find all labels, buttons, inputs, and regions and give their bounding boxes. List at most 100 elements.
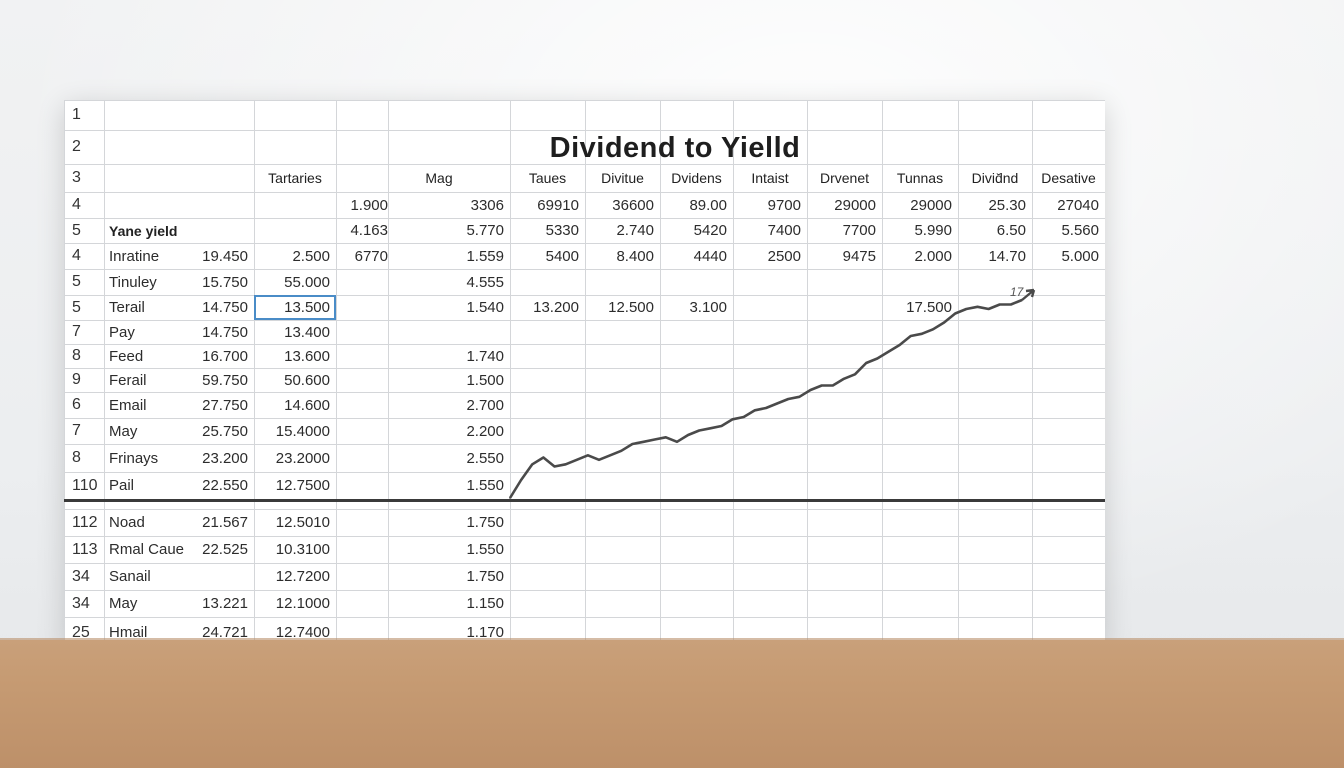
data-cell[interactable]: 4.163 [350, 222, 388, 239]
data-cell[interactable]: 1.500 [466, 371, 504, 389]
data-cell[interactable]: 27.750 [202, 396, 248, 414]
data-cell[interactable]: 2.500 [292, 247, 330, 265]
data-cell[interactable]: 3306 [470, 196, 504, 214]
data-cell[interactable]: 4440 [693, 247, 727, 265]
data-cell[interactable]: 5420 [693, 222, 727, 239]
data-cell[interactable]: 25.750 [202, 422, 248, 440]
data-cell[interactable]: 13.221 [202, 595, 248, 612]
data-cell[interactable]: 1.150 [466, 595, 504, 612]
row-label[interactable]: Terail [109, 299, 145, 316]
data-cell[interactable]: 5.990 [914, 222, 952, 239]
row-label[interactable]: Frinays [109, 449, 159, 467]
row-label[interactable]: Hmail [109, 624, 148, 641]
data-cell[interactable]: 4.555 [466, 273, 504, 291]
row-label[interactable]: Tinuley [109, 273, 157, 291]
data-cell[interactable]: 1.750 [466, 568, 504, 585]
column-header[interactable]: Divitue [601, 170, 644, 186]
data-cell[interactable]: 2.550 [466, 449, 504, 467]
column-header[interactable]: Taues [528, 170, 567, 186]
data-cell[interactable]: 19.450 [202, 247, 248, 265]
data-cell[interactable]: 2500 [767, 247, 801, 265]
data-cell[interactable]: 15.4000 [275, 422, 330, 440]
data-cell[interactable]: 14.750 [202, 323, 248, 341]
row-label[interactable]: Inratine [109, 247, 160, 265]
column-header[interactable]: Drvenet [819, 170, 870, 186]
column-header[interactable]: Tunnas [896, 170, 944, 186]
data-cell[interactable]: 14.70 [988, 247, 1026, 265]
data-cell[interactable]: 6770 [354, 247, 388, 265]
row-label[interactable]: Email [109, 396, 147, 414]
data-cell[interactable]: 14.750 [202, 299, 248, 316]
data-cell[interactable]: 9700 [767, 196, 801, 214]
data-cell[interactable]: 5330 [545, 222, 579, 239]
data-cell[interactable]: 29000 [910, 196, 952, 214]
data-cell[interactable]: 22.550 [202, 477, 248, 494]
row-label[interactable]: Feed [109, 347, 144, 365]
data-cell[interactable]: 8.400 [616, 247, 654, 265]
data-cell[interactable]: 55.000 [284, 273, 330, 291]
data-cell[interactable]: 1.900 [350, 196, 388, 214]
row-label[interactable]: Pay [109, 323, 135, 341]
data-cell[interactable]: 1.750 [466, 514, 504, 531]
data-cell[interactable]: 69910 [537, 196, 579, 214]
data-cell[interactable]: 13.600 [284, 347, 330, 365]
data-cell[interactable]: 13.200 [533, 299, 579, 316]
data-cell[interactable]: 14.600 [284, 396, 330, 414]
data-cell[interactable]: 7400 [767, 222, 801, 239]
data-cell[interactable]: 50.600 [284, 371, 330, 389]
data-cell[interactable]: 13.400 [284, 323, 330, 341]
data-cell[interactable]: 12.7400 [275, 624, 330, 641]
data-cell[interactable]: 21.567 [202, 514, 248, 531]
data-cell[interactable]: 6.50 [996, 222, 1026, 239]
data-cell[interactable]: 2.740 [616, 222, 654, 239]
data-cell[interactable]: 29000 [834, 196, 876, 214]
data-cell[interactable]: 15.750 [202, 273, 248, 291]
column-header[interactable]: Mag [425, 170, 453, 186]
row-label[interactable]: May [109, 595, 138, 612]
data-cell[interactable]: 5.000 [1061, 247, 1099, 265]
column-header[interactable]: Tartaries [268, 170, 322, 186]
data-cell[interactable]: 2.000 [914, 247, 952, 265]
data-cell[interactable]: 23.2000 [275, 449, 330, 467]
data-cell[interactable]: 1.740 [466, 347, 504, 365]
row-label[interactable]: May [109, 422, 138, 440]
data-cell[interactable]: 89.00 [689, 196, 727, 214]
data-cell[interactable]: 3.100 [689, 299, 727, 316]
data-cell[interactable]: 22.525 [202, 541, 248, 558]
data-cell[interactable]: 12.7200 [275, 568, 330, 585]
column-header[interactable]: Dvidens [671, 170, 722, 186]
data-cell[interactable]: 23.200 [202, 449, 248, 467]
data-cell[interactable]: 13.500 [254, 295, 336, 320]
data-cell[interactable]: 12.1000 [275, 595, 330, 612]
data-cell[interactable]: 16.700 [202, 347, 248, 365]
data-cell[interactable]: 5400 [545, 247, 579, 265]
data-cell[interactable]: 10.3100 [275, 541, 330, 558]
row-label[interactable]: Ferail [109, 371, 147, 389]
data-cell[interactable]: 25.30 [988, 196, 1026, 214]
row-label[interactable]: Noad [109, 514, 145, 531]
data-cell[interactable]: 12.500 [608, 299, 654, 316]
data-cell[interactable]: 2.700 [466, 396, 504, 414]
data-cell[interactable]: 7700 [842, 222, 876, 239]
row-label[interactable]: Pail [109, 477, 135, 494]
column-header[interactable]: Intaist [751, 170, 789, 186]
data-cell[interactable]: 5.770 [466, 222, 504, 239]
data-cell[interactable]: 5.560 [1061, 222, 1099, 239]
data-cell[interactable]: 24.721 [202, 624, 248, 641]
data-cell[interactable]: 1.170 [466, 624, 504, 641]
data-cell[interactable]: 2.200 [466, 422, 504, 440]
data-cell[interactable]: 59.750 [202, 371, 248, 389]
data-cell[interactable]: 12.7500 [275, 477, 330, 494]
data-cell[interactable]: 1.540 [466, 299, 504, 316]
data-cell[interactable] [164, 563, 254, 590]
row-label[interactable]: Rmal Caue [109, 541, 185, 558]
data-cell[interactable]: 1.550 [466, 477, 504, 494]
data-cell[interactable]: 9475 [842, 247, 876, 265]
data-cell[interactable]: 1.559 [466, 247, 504, 265]
data-cell[interactable]: 12.5010 [275, 514, 330, 531]
data-cell[interactable]: 27040 [1057, 196, 1099, 214]
column-header[interactable]: Desative [1041, 170, 1096, 186]
data-cell[interactable]: 36600 [612, 196, 654, 214]
data-cell[interactable]: 17.500 [906, 299, 952, 316]
data-cell[interactable]: 1.550 [466, 541, 504, 558]
